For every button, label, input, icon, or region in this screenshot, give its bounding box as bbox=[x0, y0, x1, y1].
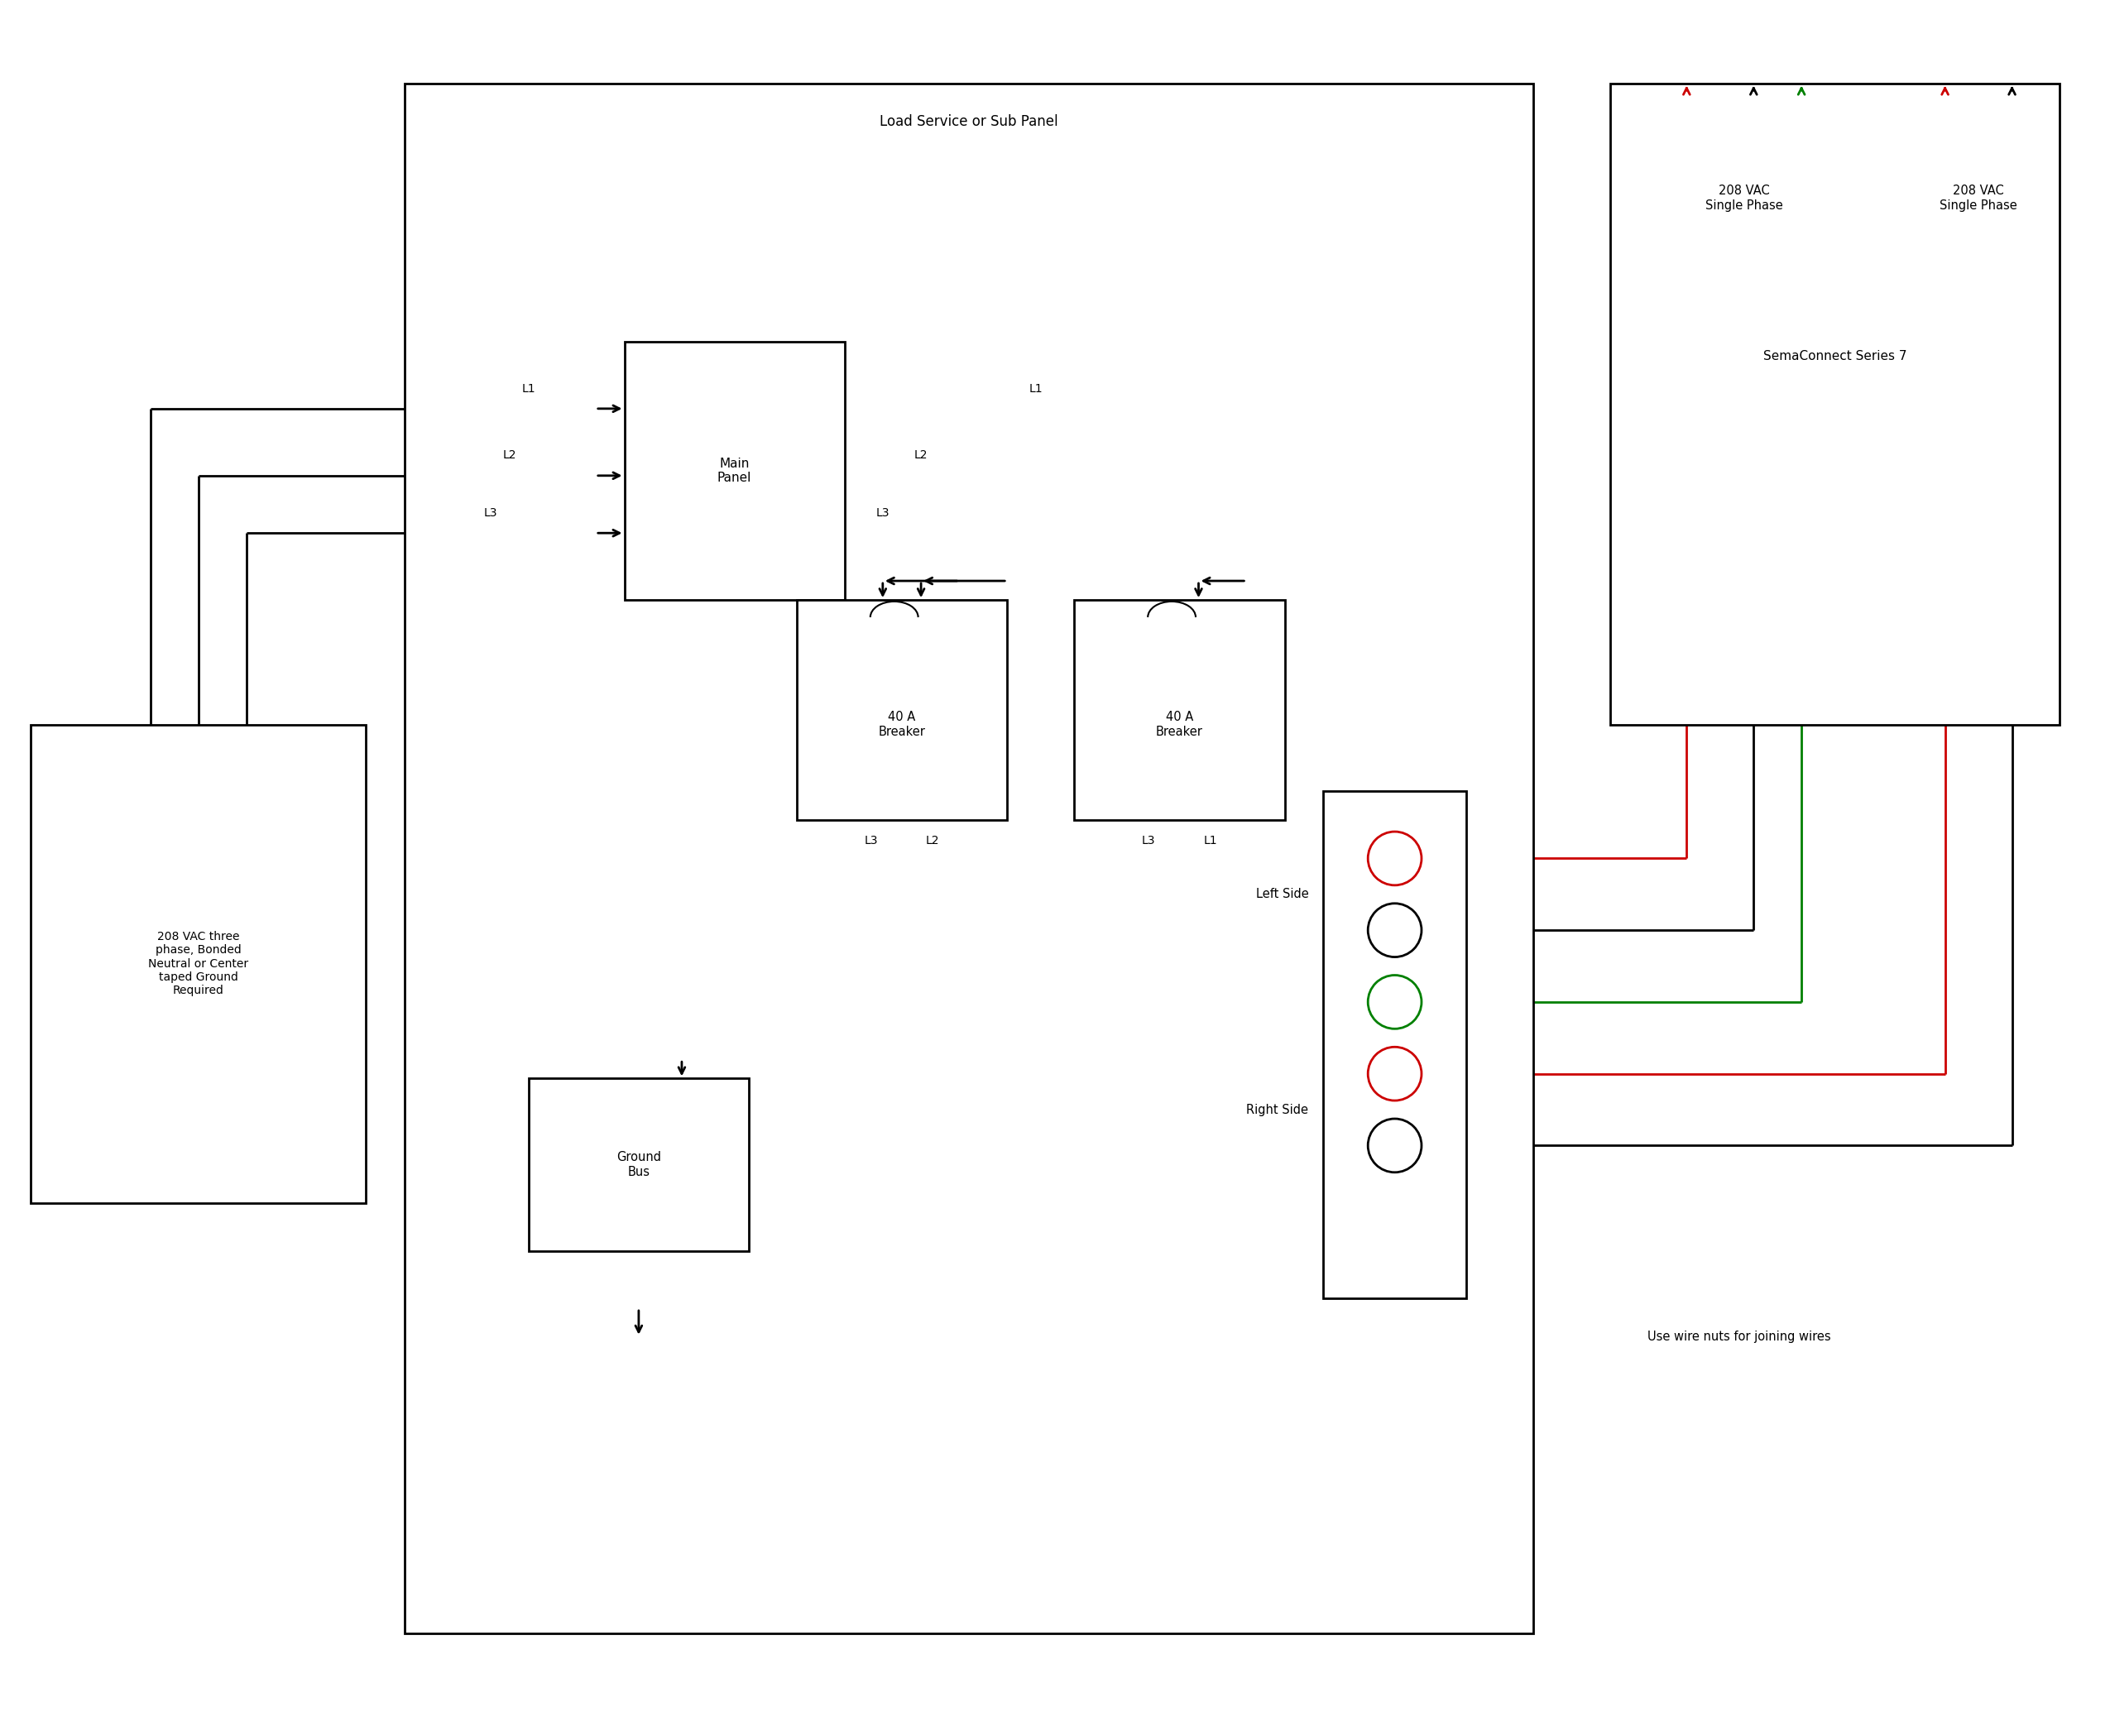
Text: Load Service or Sub Panel: Load Service or Sub Panel bbox=[880, 115, 1057, 128]
Bar bbox=[1323, 792, 1466, 1299]
Bar bbox=[405, 83, 1534, 1634]
Circle shape bbox=[1367, 903, 1422, 957]
Text: L1: L1 bbox=[1203, 835, 1217, 845]
Text: L3: L3 bbox=[1142, 835, 1156, 845]
Circle shape bbox=[1367, 1118, 1422, 1172]
Text: Right Side: Right Side bbox=[1247, 1104, 1308, 1116]
Text: 40 A
Breaker: 40 A Breaker bbox=[1156, 712, 1203, 738]
Circle shape bbox=[1367, 976, 1422, 1029]
Text: L1: L1 bbox=[521, 382, 536, 394]
Bar bbox=[530, 1078, 749, 1252]
Text: L3: L3 bbox=[483, 507, 498, 519]
Text: 208 VAC
Single Phase: 208 VAC Single Phase bbox=[1939, 184, 2017, 212]
Text: L2: L2 bbox=[926, 835, 939, 845]
Text: L2: L2 bbox=[502, 450, 517, 462]
Bar bbox=[32, 724, 365, 1203]
Bar bbox=[1610, 83, 2059, 724]
Text: L2: L2 bbox=[914, 450, 928, 462]
Bar bbox=[625, 342, 844, 601]
Circle shape bbox=[1367, 1047, 1422, 1101]
Text: 40 A
Breaker: 40 A Breaker bbox=[878, 712, 926, 738]
Text: Left Side: Left Side bbox=[1255, 889, 1308, 901]
Circle shape bbox=[1367, 832, 1422, 885]
Text: SemaConnect Series 7: SemaConnect Series 7 bbox=[1764, 349, 1907, 363]
Text: Main
Panel: Main Panel bbox=[717, 458, 751, 484]
Text: L1: L1 bbox=[1030, 382, 1042, 394]
Bar bbox=[798, 601, 1006, 819]
Text: 208 VAC
Single Phase: 208 VAC Single Phase bbox=[1705, 184, 1783, 212]
Text: Use wire nuts for joining wires: Use wire nuts for joining wires bbox=[1648, 1332, 1831, 1344]
Text: 208 VAC three
phase, Bonded
Neutral or Center
taped Ground
Required: 208 VAC three phase, Bonded Neutral or C… bbox=[148, 930, 249, 996]
Bar bbox=[1074, 601, 1285, 819]
Text: L3: L3 bbox=[865, 835, 878, 845]
Text: Ground
Bus: Ground Bus bbox=[616, 1151, 660, 1179]
Text: L3: L3 bbox=[876, 507, 890, 519]
